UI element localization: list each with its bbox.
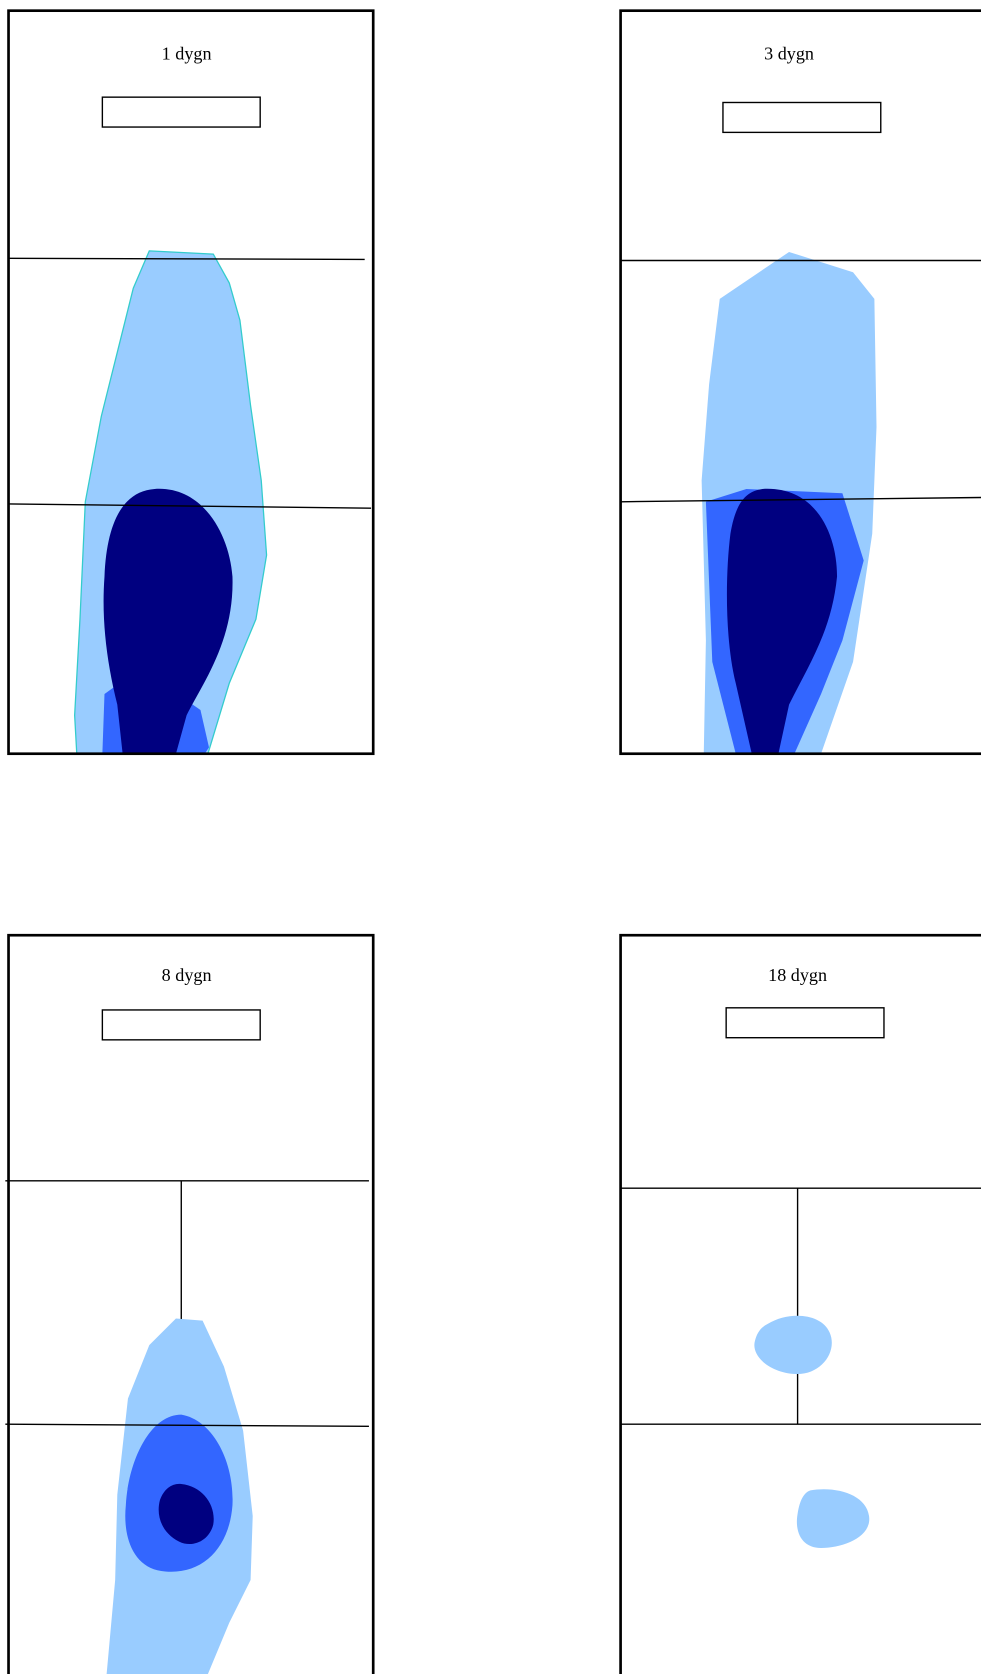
panel: 8 dygn xyxy=(5,933,375,1674)
panel: 3 dygn xyxy=(619,9,981,756)
plume-dark xyxy=(158,1483,214,1545)
panel-title: 18 dygn xyxy=(768,965,827,985)
source-box xyxy=(101,1009,261,1041)
panel: 1 dygn xyxy=(7,9,375,756)
plume-light xyxy=(796,1489,870,1549)
zone-line xyxy=(5,1423,369,1428)
source-box xyxy=(101,96,261,128)
plume-dark xyxy=(103,488,233,754)
plume-dark xyxy=(726,488,838,754)
panel-title: 3 dygn xyxy=(764,44,814,64)
panel: 18 dygn xyxy=(619,933,981,1674)
panel-frame xyxy=(619,933,981,1674)
panel-title: 8 dygn xyxy=(162,965,212,985)
zone-line xyxy=(8,257,365,261)
panel-title: 1 dygn xyxy=(162,44,212,64)
panel-frame xyxy=(7,933,375,1674)
panel-frame xyxy=(619,9,981,756)
panel-frame xyxy=(7,9,375,756)
source-box xyxy=(722,101,882,134)
source-box xyxy=(725,1007,885,1039)
plume-light xyxy=(754,1315,832,1375)
zone-line xyxy=(620,496,981,503)
zone-line xyxy=(8,503,372,509)
